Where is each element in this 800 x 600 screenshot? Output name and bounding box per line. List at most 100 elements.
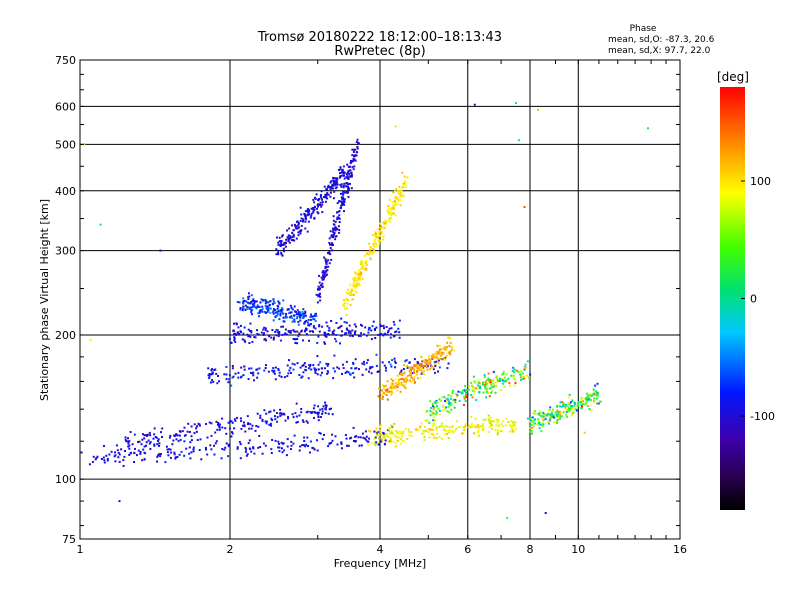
scatter-point	[424, 419, 427, 422]
scatter-point	[490, 386, 493, 389]
scatter-point	[342, 165, 345, 168]
scatter-point	[496, 433, 499, 436]
scatter-point	[331, 242, 334, 245]
scatter-point	[233, 337, 236, 340]
scatter-point	[353, 440, 355, 442]
scatter-point	[389, 387, 392, 389]
scatter-point	[429, 362, 432, 365]
scatter-point	[408, 434, 411, 437]
scatter-point	[158, 444, 160, 447]
scatter-point	[183, 454, 186, 457]
scatter-point	[486, 387, 489, 390]
scatter-point	[169, 456, 172, 459]
scatter-point	[340, 325, 343, 327]
scatter-point	[303, 314, 306, 317]
scatter-point	[259, 414, 262, 417]
scatter-point	[340, 192, 342, 195]
scatter-point	[357, 276, 360, 279]
scatter-point	[118, 453, 121, 456]
scatter-point	[374, 444, 377, 447]
scatter-point	[128, 447, 131, 450]
scatter-point	[254, 336, 257, 339]
scatter-point	[566, 415, 569, 418]
scatter-point	[332, 215, 335, 218]
scatter-point	[345, 332, 348, 335]
scatter-point	[335, 179, 338, 182]
scatter-point	[296, 315, 299, 318]
scatter-point	[370, 366, 373, 369]
scatter-point	[545, 414, 548, 417]
scatter-point	[282, 312, 285, 315]
scatter-point	[324, 195, 327, 198]
scatter-point	[341, 198, 344, 201]
scatter-point	[290, 306, 293, 309]
scatter-point	[228, 378, 231, 381]
scatter-point	[556, 411, 559, 414]
scatter-point	[291, 236, 294, 239]
scatter-point	[278, 446, 281, 449]
scatter-point	[567, 410, 570, 413]
scatter-point	[432, 419, 435, 422]
scatter-point	[505, 417, 508, 420]
chart-title: Tromsø 20180222 18:12:00–18:13:43	[257, 30, 502, 45]
scatter-point	[351, 148, 354, 151]
scatter-point	[496, 375, 498, 378]
scatter-point	[482, 425, 485, 428]
scatter-point	[251, 308, 254, 311]
scatter-point	[288, 227, 291, 230]
scatter-point	[233, 322, 235, 325]
scatter-point	[239, 417, 242, 420]
scatter-point	[410, 376, 413, 379]
scatter-point	[337, 327, 340, 329]
scatter-point	[456, 394, 459, 397]
scatter-point	[247, 442, 250, 445]
scatter-point	[385, 434, 388, 437]
scatter-point	[309, 365, 312, 368]
scatter-point	[486, 389, 489, 392]
scatter-point	[406, 438, 409, 441]
scatter-point	[512, 424, 514, 427]
scatter-point	[297, 323, 300, 326]
scatter-point	[381, 361, 384, 364]
scatter-point	[453, 406, 456, 409]
scatter-point	[345, 298, 348, 301]
scatter-point	[394, 214, 397, 217]
scatter-point	[462, 426, 465, 429]
scatter-point	[237, 332, 240, 335]
scatter-point	[375, 353, 378, 356]
scatter-point	[379, 424, 382, 427]
scatter-point	[331, 183, 334, 186]
scatter-point	[260, 298, 263, 301]
scatter-point	[387, 329, 390, 332]
scatter-point	[367, 443, 370, 446]
scatter-point	[113, 455, 116, 458]
scatter-point	[433, 356, 435, 359]
scatter-point	[556, 405, 559, 408]
scatter-point	[318, 292, 321, 295]
scatter-point	[559, 414, 562, 417]
scatter-point	[252, 374, 255, 377]
scatter-point	[255, 300, 258, 303]
scatter-point	[582, 403, 585, 406]
scatter-point	[250, 294, 253, 297]
scatter-point	[240, 331, 242, 334]
scatter-point	[345, 328, 348, 331]
scatter-point	[316, 301, 319, 304]
scatter-point	[256, 412, 259, 415]
scatter-point	[243, 326, 246, 329]
scatter-point	[287, 416, 289, 419]
scatter-point	[345, 321, 348, 324]
scatter-point	[279, 312, 282, 315]
scatter-point	[317, 212, 320, 215]
scatter-point	[188, 431, 191, 433]
scatter-point	[304, 220, 307, 223]
scatter-point	[451, 402, 454, 405]
scatter-point	[141, 459, 144, 462]
scatter-point	[218, 423, 221, 426]
scatter-point	[347, 331, 350, 334]
scatter-point	[316, 341, 319, 344]
scatter-point	[305, 218, 307, 221]
scatter-point	[332, 219, 335, 222]
scatter-point	[301, 311, 304, 313]
scatter-point	[197, 422, 200, 425]
